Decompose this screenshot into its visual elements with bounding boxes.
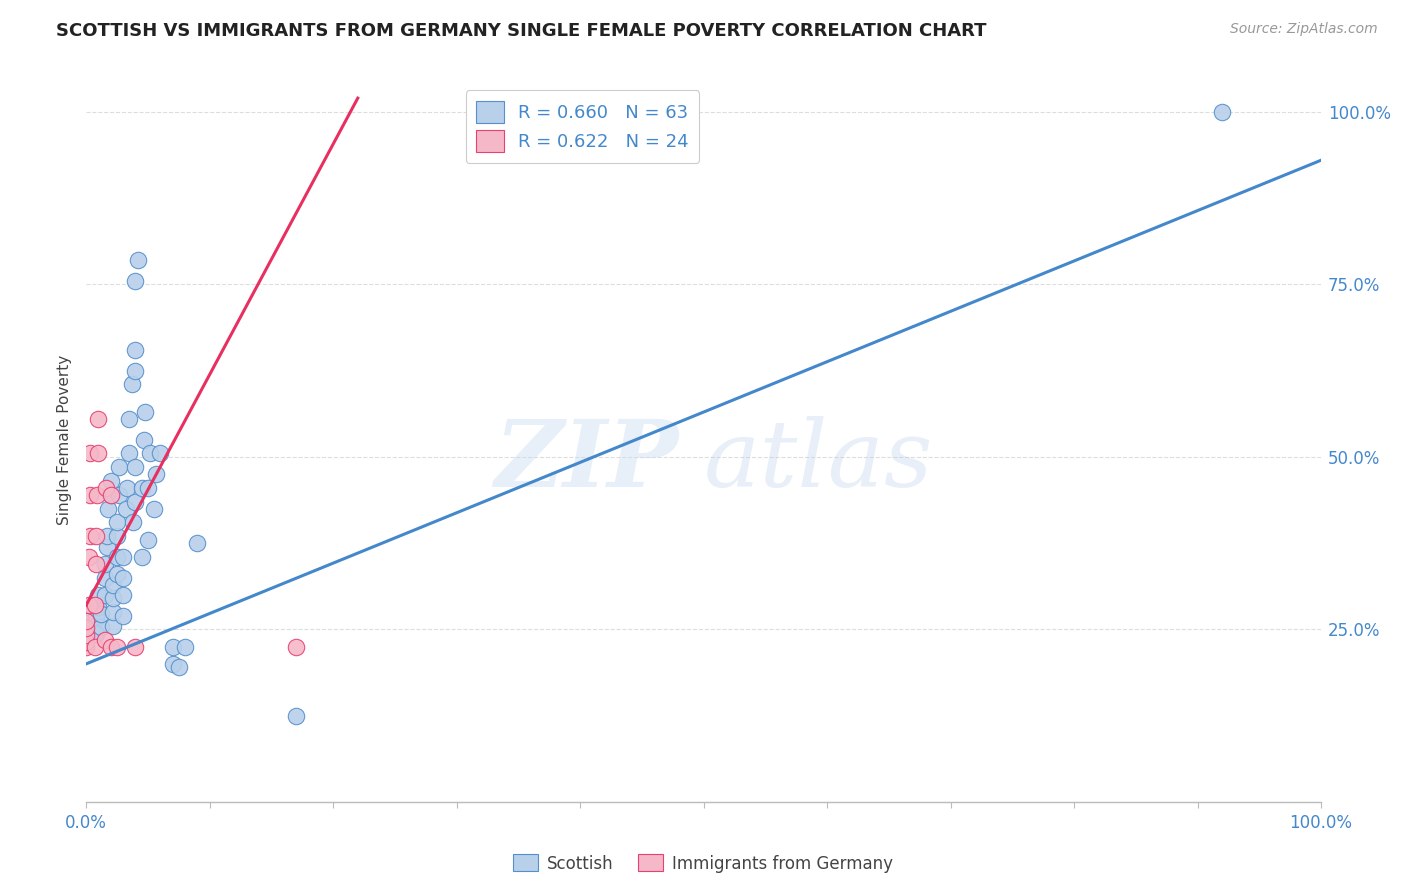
Point <box>162 657 184 671</box>
Point <box>1211 104 1233 119</box>
Point <box>77 549 100 564</box>
Point <box>84 529 107 543</box>
Point <box>97 501 120 516</box>
Point <box>105 516 128 530</box>
Point <box>96 540 118 554</box>
Point <box>105 640 128 654</box>
Point <box>77 599 100 613</box>
Point <box>86 488 108 502</box>
Point <box>79 446 101 460</box>
Point <box>127 253 149 268</box>
Point <box>103 605 125 619</box>
Point <box>84 557 107 571</box>
Point <box>145 467 167 482</box>
Point <box>103 619 125 633</box>
Point <box>136 533 159 547</box>
Point <box>87 588 110 602</box>
Point <box>131 481 153 495</box>
Point <box>285 640 308 654</box>
Point <box>93 571 115 585</box>
Point <box>285 708 308 723</box>
Text: Source: ZipAtlas.com: Source: ZipAtlas.com <box>1230 22 1378 37</box>
Point <box>93 632 115 647</box>
Point <box>112 588 135 602</box>
Point <box>134 405 156 419</box>
Point <box>105 549 128 564</box>
Point <box>75 628 97 642</box>
Point <box>75 608 97 623</box>
Point <box>186 536 208 550</box>
Point <box>83 640 105 654</box>
Point <box>103 591 125 606</box>
Point <box>118 412 141 426</box>
Point <box>136 481 159 495</box>
Point <box>108 488 131 502</box>
Point <box>124 460 146 475</box>
Point <box>124 343 146 357</box>
Point <box>75 635 97 649</box>
Point <box>105 529 128 543</box>
Point <box>124 364 146 378</box>
Point <box>82 619 104 633</box>
Point <box>84 608 107 623</box>
Y-axis label: Single Female Poverty: Single Female Poverty <box>58 354 72 524</box>
Point <box>112 549 135 564</box>
Point <box>93 557 115 571</box>
Point <box>87 446 110 460</box>
Point <box>115 481 138 495</box>
Point <box>114 501 136 516</box>
Point <box>118 446 141 460</box>
Point <box>124 495 146 509</box>
Point <box>132 433 155 447</box>
Point <box>100 488 122 502</box>
Point <box>100 474 122 488</box>
Point <box>90 607 112 622</box>
Point <box>96 529 118 543</box>
Point <box>108 460 131 475</box>
Point <box>122 516 145 530</box>
Point <box>79 529 101 543</box>
Point <box>90 620 112 634</box>
Legend: Scottish, Immigrants from Germany: Scottish, Immigrants from Germany <box>506 847 900 880</box>
Point <box>103 577 125 591</box>
Point <box>131 549 153 564</box>
Point <box>105 567 128 582</box>
Text: ZIP: ZIP <box>495 417 679 507</box>
Point <box>143 501 166 516</box>
Point <box>112 571 135 585</box>
Point <box>75 640 97 655</box>
Point <box>112 608 135 623</box>
Point <box>82 624 104 638</box>
Point <box>124 274 146 288</box>
Point <box>94 481 117 495</box>
Point <box>100 640 122 654</box>
Point <box>93 588 115 602</box>
Point <box>87 600 110 615</box>
Point <box>75 615 97 630</box>
Point <box>79 488 101 502</box>
Text: atlas: atlas <box>703 417 934 507</box>
Point <box>139 446 162 460</box>
Point <box>100 488 122 502</box>
Point <box>84 627 107 641</box>
Point <box>75 614 97 628</box>
Point <box>149 446 172 460</box>
Point <box>162 640 184 654</box>
Text: SCOTTISH VS IMMIGRANTS FROM GERMANY SINGLE FEMALE POVERTY CORRELATION CHART: SCOTTISH VS IMMIGRANTS FROM GERMANY SING… <box>56 22 987 40</box>
Point <box>87 412 110 426</box>
Point <box>167 660 190 674</box>
Point <box>173 640 195 654</box>
Point <box>124 640 146 654</box>
Point <box>121 377 143 392</box>
Point <box>84 625 107 640</box>
Point <box>75 621 97 635</box>
Point <box>84 612 107 626</box>
Legend: R = 0.660   N = 63, R = 0.622   N = 24: R = 0.660 N = 63, R = 0.622 N = 24 <box>465 90 699 163</box>
Point <box>83 599 105 613</box>
